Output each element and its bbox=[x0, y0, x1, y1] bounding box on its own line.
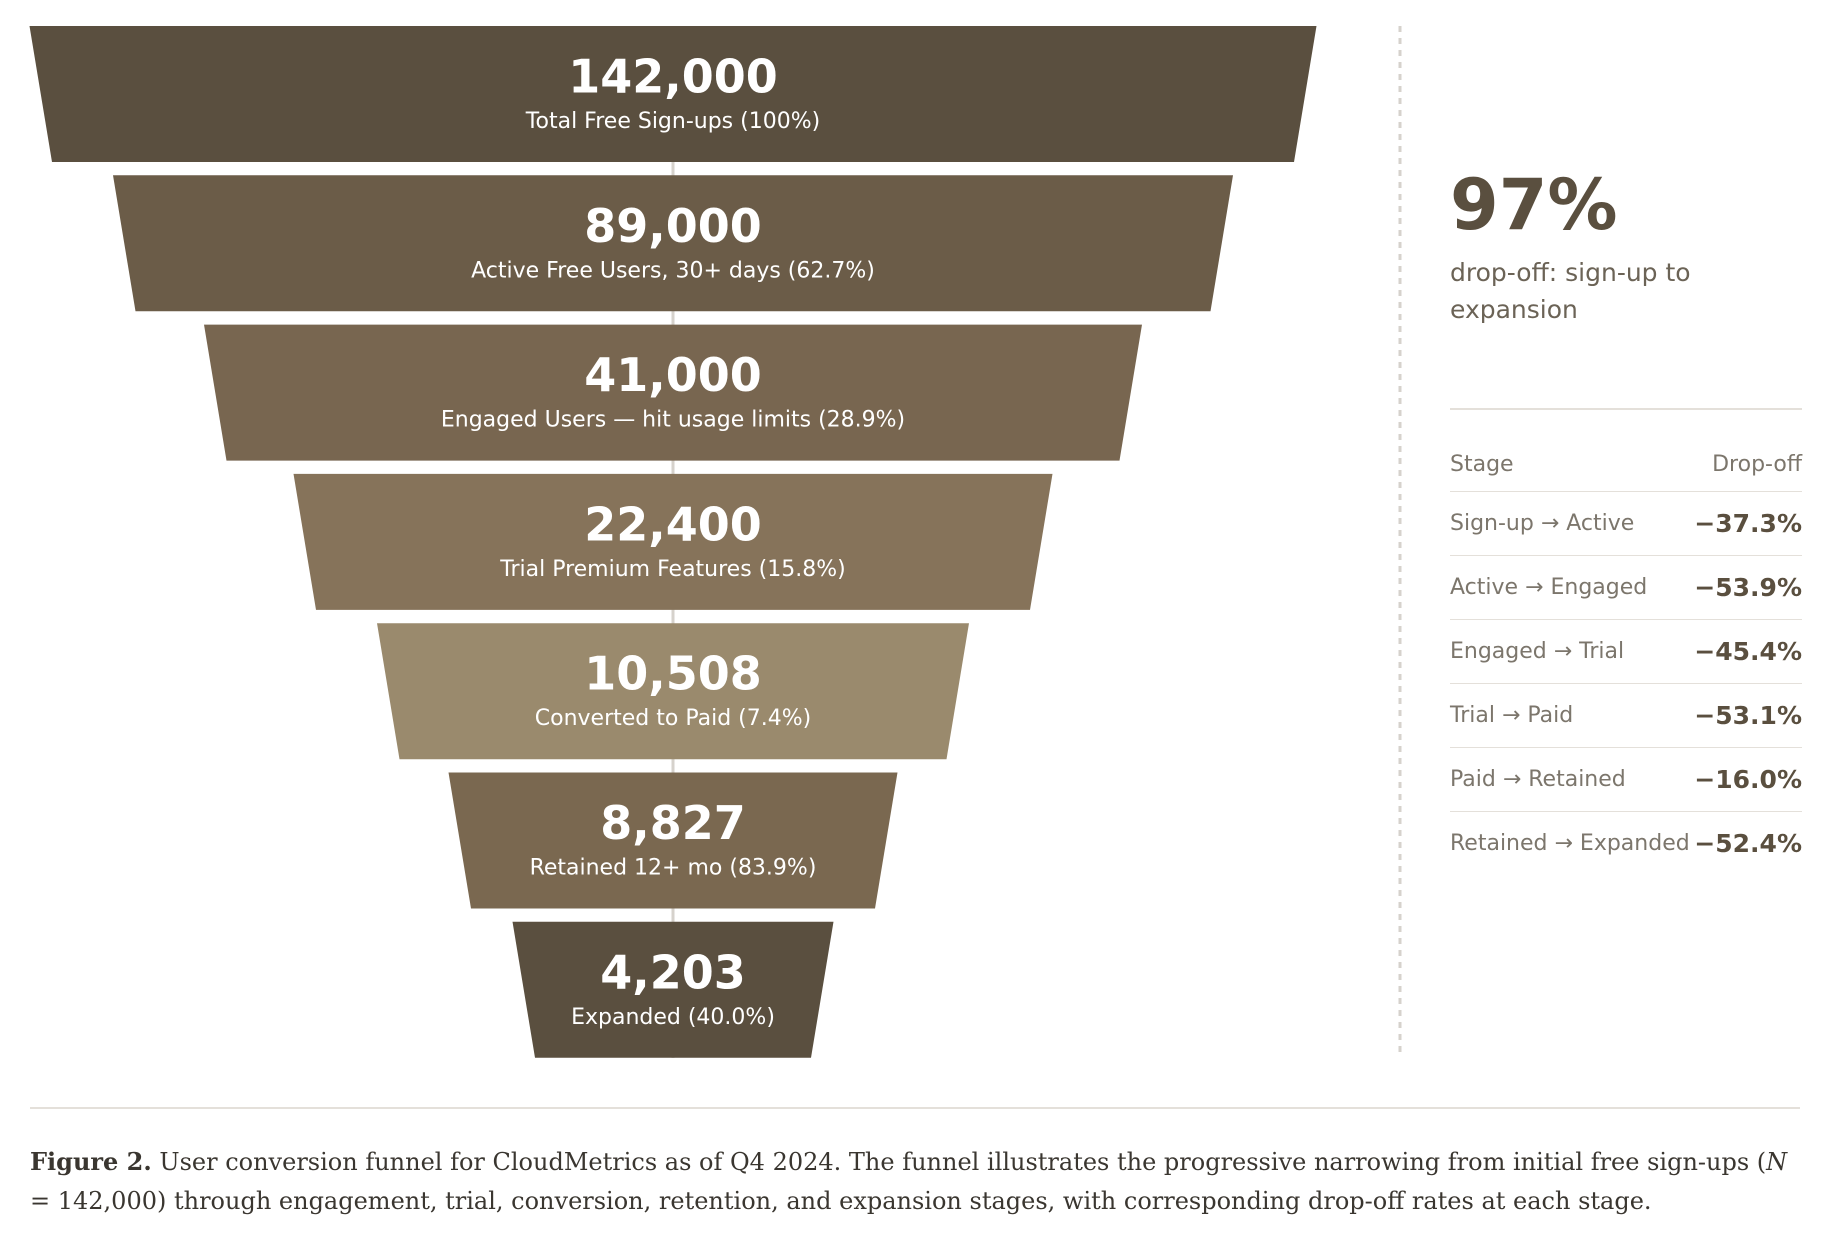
stage-label: Trial Premium Features (15.8%) bbox=[499, 557, 845, 582]
table-row: Active → Engaged −53.9% bbox=[1450, 555, 1802, 620]
funnel-stage bbox=[293, 473, 1053, 610]
stage-label: Active Free Users, 30+ days (62.7%) bbox=[471, 258, 875, 283]
stage-label: Expanded (40.0%) bbox=[571, 1005, 775, 1030]
funnel-chart: 142,000 Total Free Sign-ups (100%) 89,000 A… bbox=[29, 26, 1402, 1058]
dropoff-value: −37.3% bbox=[1692, 491, 1802, 556]
table-row: Retained → Expanded −52.4% bbox=[1450, 811, 1802, 875]
table-row: Trial → Paid −53.1% bbox=[1450, 683, 1802, 748]
stage-name: Retained → Expanded bbox=[1450, 811, 1693, 875]
stage-label: Total Free Sign-ups (100%) bbox=[525, 109, 820, 134]
rule bbox=[1450, 408, 1802, 410]
stage-value: 8,827 bbox=[600, 796, 746, 850]
stage-value: 22,400 bbox=[584, 497, 762, 551]
summary-text: drop-off: sign-up to expansion bbox=[1450, 258, 1691, 324]
dropoff-value: −45.4% bbox=[1692, 619, 1802, 684]
funnel-stage bbox=[204, 324, 1142, 461]
summary-panel: 97% drop-off: sign-up to expansion Stage… bbox=[1450, 170, 1802, 875]
dropoff-value: −52.4% bbox=[1692, 811, 1802, 875]
table-row: Paid → Retained −16.0% bbox=[1450, 747, 1802, 812]
stage-label: Converted to Paid (7.4%) bbox=[535, 706, 811, 731]
caption-label: Figure 2. bbox=[30, 1147, 152, 1176]
stage-name: Paid → Retained bbox=[1450, 747, 1693, 812]
funnel-stage bbox=[113, 175, 1233, 312]
stage-value: 89,000 bbox=[584, 199, 762, 253]
funnel-stage bbox=[512, 921, 834, 1058]
stage-name: Sign-up → Active bbox=[1450, 491, 1693, 556]
rule bbox=[30, 1107, 1800, 1109]
stage-value: 41,000 bbox=[584, 348, 762, 402]
stage-value: 142,000 bbox=[568, 50, 778, 104]
caption-text: User conversion funnel for CloudMetrics … bbox=[159, 1148, 1767, 1176]
dropoff-table: Stage Drop-off Sign-up → Active −37.3% Act… bbox=[1450, 452, 1802, 875]
stage-label: Engaged Users — hit usage limits (28.9%) bbox=[441, 408, 905, 433]
summary-stat: 97% bbox=[1450, 164, 1618, 246]
table-header: Stage bbox=[1450, 452, 1514, 477]
caption-variable: N bbox=[1766, 1148, 1788, 1176]
funnel-stage bbox=[29, 26, 1317, 162]
stage-name: Trial → Paid bbox=[1450, 683, 1693, 748]
caption: Figure 2. User conversion funnel for Clo… bbox=[30, 1142, 1810, 1221]
stage-name: Engaged → Trial bbox=[1450, 619, 1693, 684]
table-row: Sign-up → Active −37.3% bbox=[1450, 491, 1802, 556]
table-header: Drop-off bbox=[1712, 452, 1802, 477]
funnel-stage bbox=[377, 623, 969, 760]
funnel-stage bbox=[448, 772, 898, 909]
table-row: Engaged → Trial −45.4% bbox=[1450, 619, 1802, 684]
dropoff-value: −53.1% bbox=[1692, 683, 1802, 748]
dropoff-value: −16.0% bbox=[1692, 747, 1802, 812]
stage-value: 4,203 bbox=[600, 945, 746, 999]
stage-label: Retained 12+ mo (83.9%) bbox=[530, 856, 817, 881]
stage-value: 10,508 bbox=[584, 647, 762, 701]
dropoff-value: −53.9% bbox=[1692, 555, 1802, 620]
caption-text: = 142,000) through engagement, trial, co… bbox=[30, 1187, 1652, 1215]
stage-name: Active → Engaged bbox=[1450, 555, 1693, 620]
